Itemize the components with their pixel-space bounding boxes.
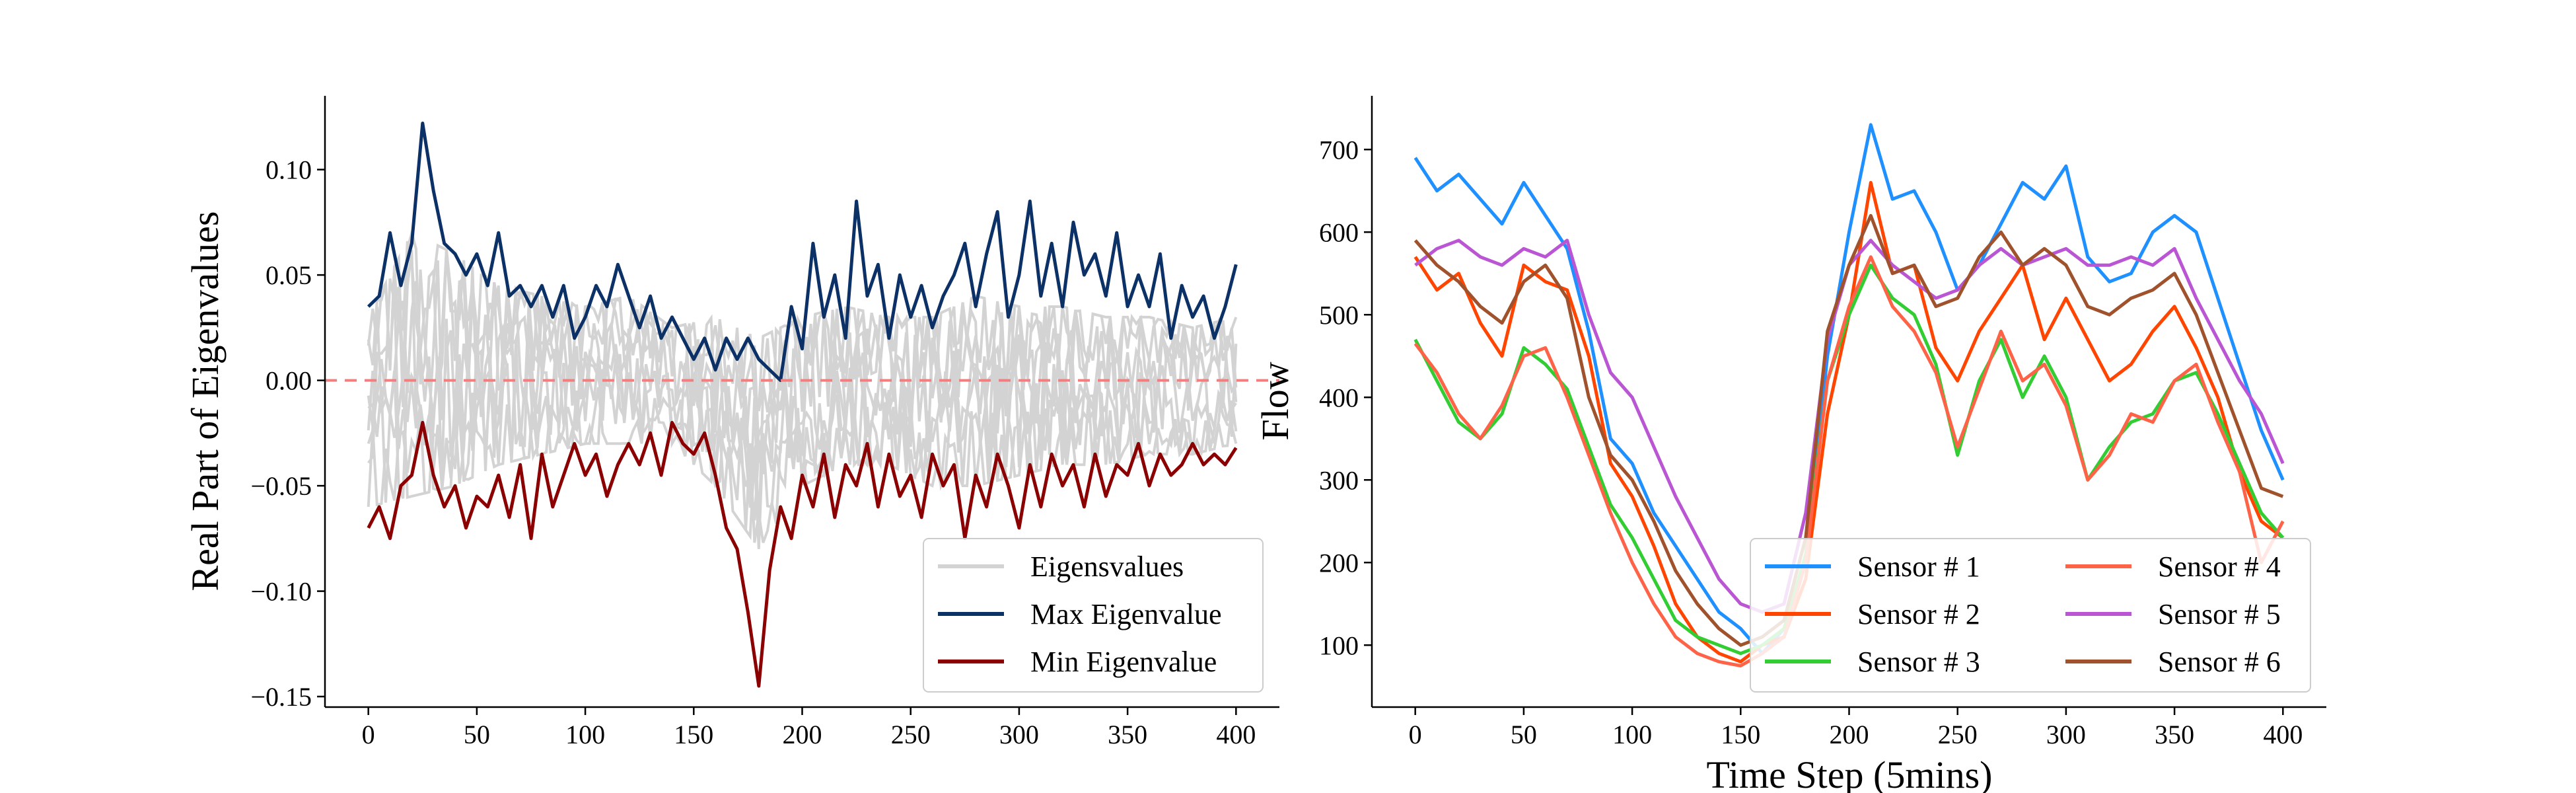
flow-x-tick-label: 350 <box>2155 720 2194 749</box>
eigenvalues-y-tick-label: −0.05 <box>250 471 312 501</box>
eigenvalues-y-tick-label: −0.10 <box>250 577 312 607</box>
flow-legend-entry-sensor-6: Sensor # 6 <box>2065 646 2281 678</box>
eigenvalues-x-tick-label: 250 <box>891 720 931 749</box>
eigenvalues-legend-entry-min-eigenvalue: Min Eigenvalue <box>938 646 1217 678</box>
flow-x-tick-label: 250 <box>1938 720 1978 749</box>
eigenvalues-series-eigensvalues-trace <box>367 241 1238 408</box>
eigenvalues-y-tick-label: −0.15 <box>250 682 312 712</box>
eigenvalues-legend: Eigensvalues Max Eigenvalue Min Eigenvalue <box>923 538 1264 693</box>
eigenvalues-x-tick-label: 200 <box>783 720 822 749</box>
eigenvalues-x-tick-label: 400 <box>1216 720 1256 749</box>
flow-legend-entry-sensor-3: Sensor # 3 <box>1765 646 1980 678</box>
flow-legend: Sensor # 1 Sensor # 2 Sensor # 3 Sensor # 4… <box>1750 538 2311 693</box>
eigenvalues-x-tick-label: 100 <box>565 720 605 749</box>
eigenvalues-series-min-eigenvalue <box>367 420 1238 688</box>
flow-x-tick-label: 200 <box>1830 720 1869 749</box>
eigenvalues-plot-area <box>325 122 1279 688</box>
flow-legend-entry-sensor-4: Sensor # 4 <box>2065 550 2281 583</box>
eigenvalues-x-tick-label: 0 <box>362 720 375 749</box>
eigenvalues-series-max-eigenvalue <box>367 122 1238 383</box>
eigenvalues-legend-box <box>923 538 1264 693</box>
flow-x-tick-label: 150 <box>1721 720 1760 749</box>
flow-y-tick-label: 200 <box>1319 548 1359 578</box>
eigenvalues-legend-entry-eigensvalues: Eigensvalues <box>938 550 1184 583</box>
eigenvalues-x-tick-label: 50 <box>464 720 490 749</box>
flow-y-tick-label: 600 <box>1319 217 1359 247</box>
eigenvalues-y-axis-label: Real Part of Eigenvalues <box>184 211 227 591</box>
eigenvalues-y-tick-label: 0.00 <box>266 366 312 396</box>
eigenvalues-x-tick-label: 300 <box>999 720 1039 749</box>
flow-legend-label: Sensor # 3 <box>1857 646 1980 678</box>
flow-y-tick-label: 100 <box>1319 630 1359 660</box>
eigenvalues-y-tick-label: 0.10 <box>266 155 312 185</box>
eigenvalues-x-axis-ticks: 0 50 100 150 200 250 300 350 400 <box>362 707 1256 749</box>
flow-legend-box <box>1750 538 2311 693</box>
flow-series-sensor-4 <box>1413 255 2285 667</box>
flow-y-tick-label: 700 <box>1319 135 1359 165</box>
flow-y-tick-label: 300 <box>1319 465 1359 495</box>
eigenvalues-legend-label: Max Eigenvalue <box>1030 598 1222 630</box>
flow-x-tick-label: 400 <box>2263 720 2303 749</box>
flow-legend-entry-sensor-2: Sensor # 2 <box>1765 598 1980 630</box>
eigenvalues-chart: 0 50 100 150 200 250 300 350 400 −0.15 −0.10 −0.05… <box>184 96 1279 749</box>
flow-y-tick-label: 400 <box>1319 383 1359 412</box>
flow-x-tick-label: 100 <box>1612 720 1652 749</box>
flow-legend-label: Sensor # 6 <box>2158 646 2281 678</box>
flow-x-tick-label: 0 <box>1409 720 1422 749</box>
flow-x-tick-label: 300 <box>2046 720 2086 749</box>
flow-series-sensor-6 <box>1413 213 2284 647</box>
flow-x-tick-label: 50 <box>1511 720 1537 749</box>
flow-legend-label: Sensor # 5 <box>2158 598 2281 630</box>
flow-y-tick-label: 500 <box>1319 300 1359 330</box>
eigenvalues-y-tick-label: 0.05 <box>266 260 312 290</box>
flow-y-axis-ticks: 100 200 300 400 500 600 700 <box>1319 135 1372 660</box>
flow-plot-area <box>1413 123 2285 667</box>
flow-x-axis-label: Time Step (5mins) <box>1707 753 1993 793</box>
eigenvalues-legend-label: Eigensvalues <box>1030 550 1184 583</box>
flow-legend-entry-sensor-5: Sensor # 5 <box>2065 598 2281 630</box>
eigenvalues-x-tick-label: 350 <box>1108 720 1147 749</box>
flow-x-axis-ticks: 0 50 100 150 200 250 300 350 400 <box>1409 707 2303 749</box>
flow-chart: 0 50 100 150 200 250 300 350 400 100 200 300 400 500… <box>1254 96 2326 793</box>
flow-legend-label: Sensor # 2 <box>1857 598 1980 630</box>
eigenvalues-legend-entry-max-eigenvalue: Max Eigenvalue <box>938 598 1222 630</box>
flow-y-axis-label: Flow <box>1254 361 1297 440</box>
eigenvalues-legend-label: Min Eigenvalue <box>1030 646 1217 678</box>
flow-legend-label: Sensor # 1 <box>1857 550 1980 583</box>
eigenvalues-x-tick-label: 150 <box>674 720 713 749</box>
eigenvalues-series-eigensvalues-trace <box>367 340 1238 521</box>
flow-legend-label: Sensor # 4 <box>2158 550 2281 583</box>
flow-legend-entry-sensor-1: Sensor # 1 <box>1765 550 1980 583</box>
eigenvalues-y-axis-ticks: −0.15 −0.10 −0.05 0.00 0.05 0.10 <box>250 155 325 712</box>
eigenvalues-series-eigensvalues <box>367 227 1238 549</box>
